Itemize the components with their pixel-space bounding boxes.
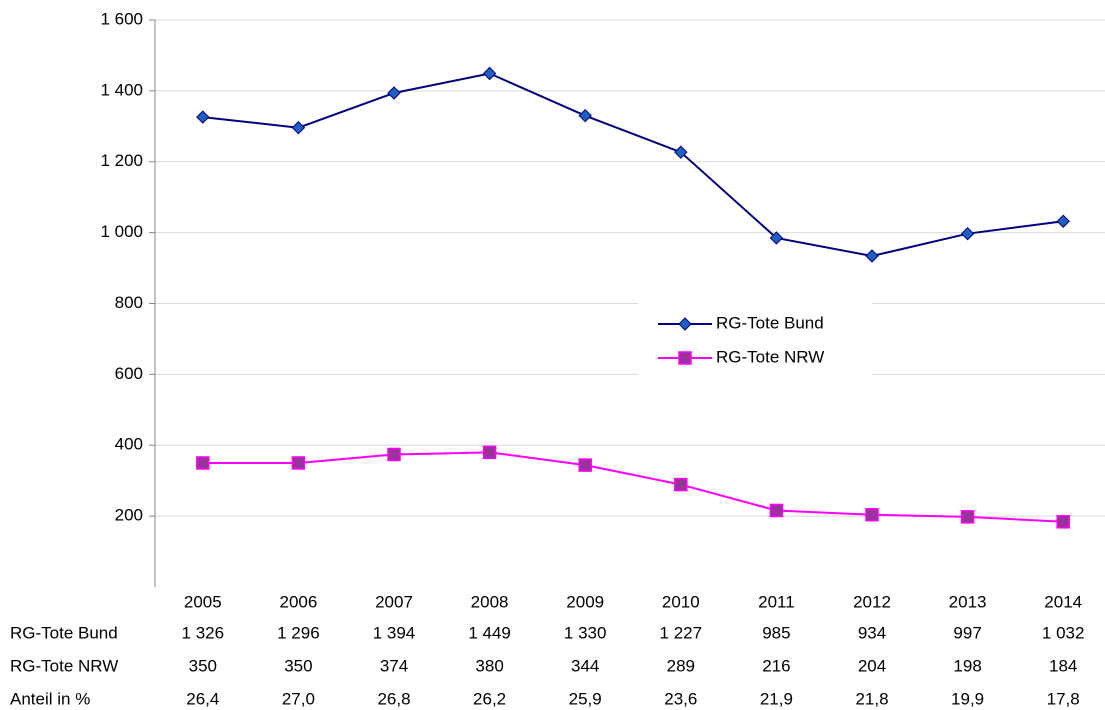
y-tick-label: 1 000 <box>100 222 143 241</box>
series-line <box>202 451 1064 523</box>
data-point <box>291 456 306 470</box>
table-cell: 27,0 <box>282 689 315 708</box>
table-cell: 216 <box>762 656 790 675</box>
data-point <box>865 507 879 522</box>
y-tick-label: 600 <box>115 364 143 383</box>
table-cell: 21,8 <box>855 689 888 708</box>
y-tick-label: 1 400 <box>100 80 143 99</box>
table-cell: 21,9 <box>760 689 793 708</box>
table-cell: 23,6 <box>664 689 697 708</box>
legend-label: RG-Tote NRW <box>716 347 824 366</box>
table-cell: 350 <box>284 656 312 675</box>
table-cell: 204 <box>858 656 886 675</box>
x-tick-label: 2013 <box>949 592 987 611</box>
x-tick-label: 2006 <box>279 592 317 611</box>
table-cell: 380 <box>475 656 503 675</box>
data-point <box>865 249 879 263</box>
table-cell: 19,9 <box>951 689 984 708</box>
table-cell: 184 <box>1049 656 1077 675</box>
table-cell: 985 <box>762 623 790 642</box>
y-tick-label: 1 200 <box>100 151 143 170</box>
table-cell: 1 296 <box>277 623 320 642</box>
y-tick-label: 400 <box>115 435 143 454</box>
y-tick-label: 200 <box>115 506 143 525</box>
x-tick-label: 2009 <box>566 592 604 611</box>
data-point <box>578 108 592 123</box>
x-tick-label: 2014 <box>1044 592 1082 611</box>
table-cell: 344 <box>571 656 599 675</box>
table-cell: 1 032 <box>1042 623 1085 642</box>
table-row-label: RG-Tote NRW <box>10 656 118 675</box>
table-cell: 289 <box>667 656 695 675</box>
x-tick-label: 2010 <box>662 592 700 611</box>
table-cell: 1 227 <box>660 623 703 642</box>
x-tick-label: 2008 <box>471 592 509 611</box>
y-tick-label: 800 <box>115 293 143 312</box>
table-cell: 934 <box>858 623 886 642</box>
table-cell: 25,9 <box>569 689 602 708</box>
data-point <box>196 110 210 124</box>
data-point <box>387 86 401 100</box>
table-cell: 17,8 <box>1047 689 1080 708</box>
x-tick-label: 2012 <box>853 592 891 611</box>
data-point <box>674 477 688 492</box>
data-point <box>678 317 692 331</box>
table-cell: 1 330 <box>564 623 607 642</box>
data-point <box>291 121 306 135</box>
table-cell: 26,8 <box>377 689 410 708</box>
legend-label: RG-Tote Bund <box>716 313 824 332</box>
data-point <box>960 510 975 524</box>
data-point <box>1056 515 1070 529</box>
table-row-label: RG-Tote Bund <box>10 623 118 642</box>
x-tick-label: 2005 <box>184 592 222 611</box>
table-cell: 997 <box>953 623 981 642</box>
table-cell: 26,2 <box>473 689 506 708</box>
y-tick-label: 1 600 <box>100 9 143 28</box>
table-cell: 1 449 <box>468 623 511 642</box>
data-point <box>196 456 210 470</box>
data-point <box>1056 214 1070 228</box>
data-point <box>578 458 592 472</box>
data-point <box>769 503 784 518</box>
data-point <box>769 231 784 245</box>
table-cell: 1 326 <box>182 623 225 642</box>
table-cell: 374 <box>380 656 408 675</box>
legend-background <box>638 303 872 377</box>
data-point <box>674 145 688 159</box>
data-point <box>482 66 497 81</box>
series-line <box>202 72 1064 258</box>
data-point <box>678 351 692 365</box>
x-tick-label: 2011 <box>758 592 795 611</box>
table-cell: 350 <box>189 656 217 675</box>
table-cell: 1 394 <box>373 623 416 642</box>
data-point <box>960 226 975 241</box>
table-cell: 198 <box>953 656 981 675</box>
x-tick-label: 2007 <box>375 592 413 611</box>
table-cell: 26,4 <box>186 689 219 708</box>
data-point <box>482 445 497 460</box>
table-row-label: Anteil in % <box>10 689 90 708</box>
data-point <box>387 447 401 462</box>
